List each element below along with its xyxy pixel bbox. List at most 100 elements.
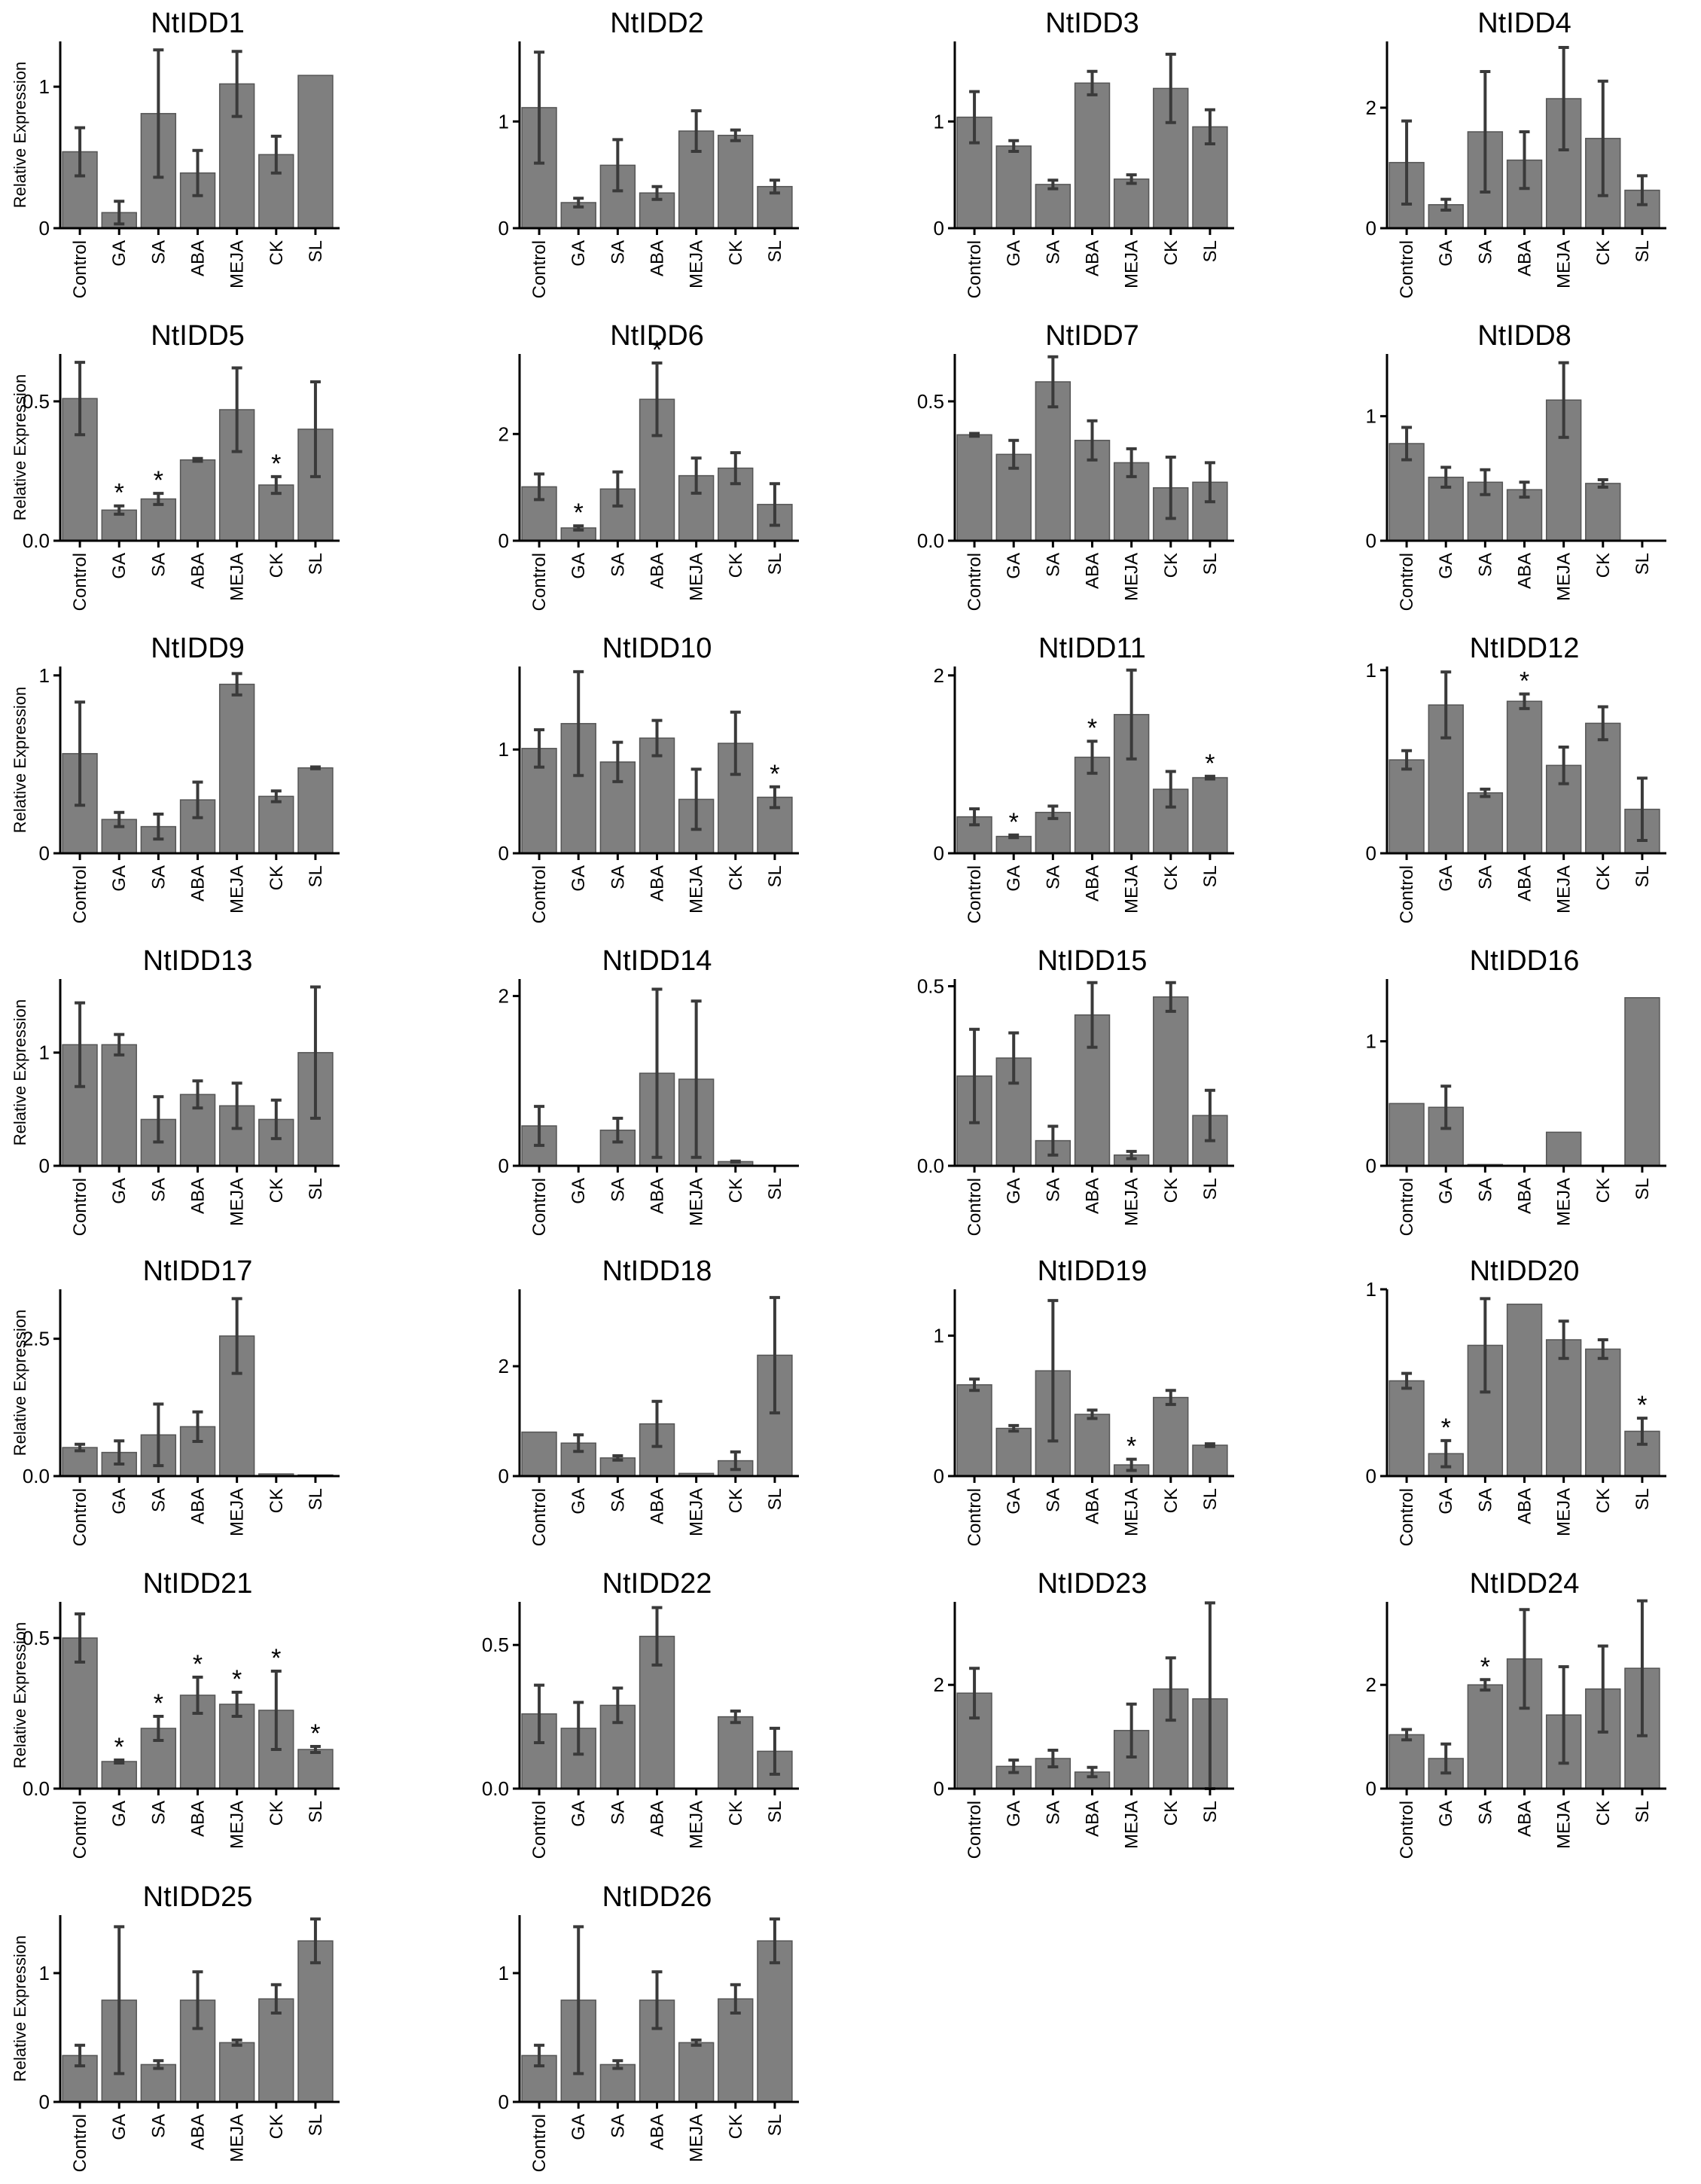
bar xyxy=(599,2064,636,2103)
bar xyxy=(995,1427,1032,1477)
bar xyxy=(1506,1304,1543,1477)
y-tick-label: 1 xyxy=(1366,405,1376,428)
category-label: MEJA xyxy=(1554,1801,1574,1849)
category-label: MEJA xyxy=(687,865,707,914)
category-label: SA xyxy=(148,240,169,264)
bar xyxy=(297,75,334,229)
error-bar xyxy=(612,740,623,783)
error-bar xyxy=(1165,981,1176,1013)
error-bar xyxy=(969,1027,980,1124)
panel-title: NtIDD1 xyxy=(151,8,245,39)
y-tick-label: 1 xyxy=(1366,1278,1376,1301)
y-tick-label: 0 xyxy=(934,1777,944,1800)
error-bar xyxy=(1126,173,1137,185)
category-label: SA xyxy=(1043,553,1063,577)
bar xyxy=(179,459,216,541)
error-bar xyxy=(1636,1599,1648,1737)
category-label: SA xyxy=(608,2114,628,2138)
category-label: CK xyxy=(267,865,287,890)
category-label: SA xyxy=(608,1178,628,1202)
category-label: MEJA xyxy=(227,865,248,914)
category-label: ABA xyxy=(188,865,209,901)
panel-title: NtIDD17 xyxy=(143,1255,253,1287)
category-label: SL xyxy=(306,1488,326,1510)
bar xyxy=(718,134,754,229)
error-bar xyxy=(1047,804,1059,820)
category-label: MEJA xyxy=(1122,553,1142,601)
error-bar xyxy=(75,1442,86,1453)
error-bar xyxy=(192,780,203,819)
panel-ntidd12: NtIDD12 Control GA SA * ABA MEJA CK SL 0 1 xyxy=(1366,633,1666,923)
error-bar xyxy=(1519,480,1530,499)
category-label: CK xyxy=(1161,1178,1181,1203)
panel-title: NtIDD18 xyxy=(602,1255,712,1287)
y-axis-label: Relative Expression xyxy=(11,687,29,833)
category-label: Control xyxy=(70,1178,90,1236)
y-tick-label: 0.5 xyxy=(23,390,50,413)
category-label: Control xyxy=(70,553,90,611)
category-label: SL xyxy=(1632,553,1653,575)
category-label: MEJA xyxy=(227,1178,248,1226)
y-tick-label: 1 xyxy=(39,1042,50,1064)
y-tick-label: 0 xyxy=(1366,217,1376,239)
bar xyxy=(1074,82,1111,229)
y-axis-label: Relative Expression xyxy=(11,62,29,208)
category-label: SA xyxy=(1475,865,1495,889)
error-bar xyxy=(1126,1457,1137,1472)
error-bar xyxy=(1440,1742,1452,1775)
panel-ntidd3: NtIDD3 Control GA SA ABA MEJA CK SL 0 1 xyxy=(934,8,1234,298)
bar xyxy=(1585,483,1621,541)
panel-ntidd26: NtIDD26 Control GA SA ABA MEJA CK SL 0 1 xyxy=(498,1881,799,2172)
error-bar xyxy=(114,810,125,828)
category-label: CK xyxy=(726,240,746,265)
error-bar xyxy=(1047,178,1059,191)
error-bar xyxy=(651,1606,663,1667)
category-label: SL xyxy=(306,1178,326,1200)
error-bar xyxy=(651,361,663,438)
bar xyxy=(757,1940,793,2103)
category-label: CK xyxy=(726,1801,746,1826)
bar xyxy=(1074,1414,1111,1477)
category-label: CK xyxy=(726,2114,746,2139)
category-label: SL xyxy=(1632,240,1653,262)
category-label: SA xyxy=(148,2114,169,2138)
category-label: CK xyxy=(1161,1801,1181,1826)
bar xyxy=(297,1749,334,1789)
category-label: Control xyxy=(965,240,985,298)
category-label: GA xyxy=(1436,240,1456,267)
category-label: MEJA xyxy=(227,240,248,288)
y-tick-label: 0 xyxy=(498,2091,509,2113)
error-bar xyxy=(1126,1702,1137,1758)
y-axis-label: Relative Expression xyxy=(11,1622,29,1768)
error-bar xyxy=(969,1377,980,1392)
category-label: SL xyxy=(765,865,785,887)
category-label: CK xyxy=(1161,240,1181,265)
category-label: SL xyxy=(1632,1178,1653,1200)
y-tick-label: 0.0 xyxy=(482,1777,509,1800)
bar xyxy=(521,1431,557,1477)
panel-ntidd15: NtIDD15 Control GA SA ABA MEJA CK SL 0.0 0.5 xyxy=(917,945,1234,1236)
panel-title: NtIDD3 xyxy=(1045,8,1139,39)
panel-ntidd8: NtIDD8 Control GA SA ABA MEJA CK SL 0 1 xyxy=(1366,320,1666,611)
error-bar xyxy=(1087,1765,1098,1779)
bar xyxy=(678,2042,715,2103)
category-label: ABA xyxy=(648,240,668,276)
y-tick-label: 2 xyxy=(498,1355,509,1377)
bar xyxy=(1153,996,1189,1167)
error-bar xyxy=(769,785,780,810)
error-bar xyxy=(573,1433,584,1453)
category-label: SL xyxy=(1200,1801,1221,1823)
bar xyxy=(1585,1348,1621,1477)
category-label: SA xyxy=(608,1801,628,1825)
panel-title: NtIDD5 xyxy=(151,320,245,352)
error-bar xyxy=(769,1917,780,1965)
category-label: SL xyxy=(1200,1488,1221,1510)
category-label: MEJA xyxy=(1122,865,1142,914)
bar xyxy=(258,1998,294,2103)
y-tick-label: 0.0 xyxy=(23,1777,50,1800)
y-tick-label: 2 xyxy=(934,1673,944,1696)
error-bar xyxy=(114,1925,125,2076)
error-bar xyxy=(730,1710,741,1725)
category-label: GA xyxy=(569,865,589,892)
category-label: GA xyxy=(109,1488,130,1514)
